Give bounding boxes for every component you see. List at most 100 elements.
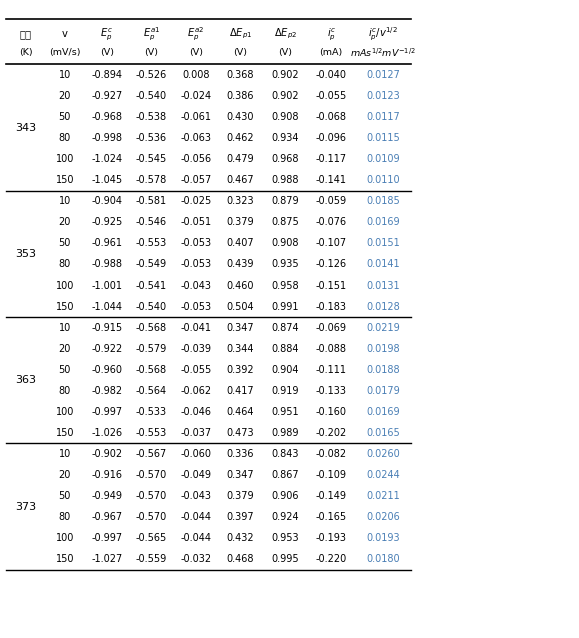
Text: 0.875: 0.875 [272,218,299,227]
Text: (V): (V) [278,48,292,57]
Text: 0.0193: 0.0193 [366,533,400,543]
Text: 10: 10 [58,70,71,80]
Text: -0.915: -0.915 [91,323,122,332]
Text: -0.069: -0.069 [316,323,347,332]
Text: -0.536: -0.536 [136,133,167,143]
Text: -0.044: -0.044 [181,533,211,543]
Text: 50: 50 [58,365,71,375]
Text: 0.991: 0.991 [272,302,299,311]
Text: -0.997: -0.997 [91,533,122,543]
Text: 0.479: 0.479 [227,154,254,164]
Text: -0.053: -0.053 [181,302,211,311]
Text: -0.053: -0.053 [181,260,211,269]
Text: 0.958: 0.958 [272,281,299,290]
Text: 0.0211: 0.0211 [366,491,400,501]
Text: $i_p^c$: $i_p^c$ [327,26,336,42]
Text: -0.541: -0.541 [136,281,167,290]
Text: 0.008: 0.008 [182,70,210,80]
Text: -0.193: -0.193 [316,533,347,543]
Text: -0.549: -0.549 [136,260,167,269]
Text: 80: 80 [58,133,71,143]
Text: $mAs^{1/2}mV^{-1/2}$: $mAs^{1/2}mV^{-1/2}$ [350,47,416,59]
Text: -0.041: -0.041 [181,323,211,332]
Text: 0.0219: 0.0219 [366,323,400,332]
Text: 100: 100 [56,154,74,164]
Text: 0.0117: 0.0117 [366,112,400,122]
Text: -0.183: -0.183 [316,302,347,311]
Text: -1.026: -1.026 [91,428,122,438]
Text: -0.998: -0.998 [91,133,122,143]
Text: -1.027: -1.027 [91,554,122,564]
Text: (V): (V) [100,48,114,57]
Text: 0.934: 0.934 [272,133,299,143]
Text: -0.553: -0.553 [136,239,167,248]
Text: -0.032: -0.032 [181,554,211,564]
Text: 0.0179: 0.0179 [366,386,400,396]
Text: 150: 150 [56,554,74,564]
Text: -0.570: -0.570 [136,470,167,480]
Text: -0.538: -0.538 [136,112,167,122]
Text: 0.0115: 0.0115 [366,133,400,143]
Text: 0.0188: 0.0188 [366,365,400,375]
Text: -0.564: -0.564 [136,386,167,396]
Text: -1.044: -1.044 [91,302,122,311]
Text: -0.540: -0.540 [136,302,167,311]
Text: (V): (V) [144,48,159,57]
Text: -0.922: -0.922 [91,344,122,353]
Text: 0.347: 0.347 [227,323,254,332]
Text: -0.109: -0.109 [316,470,347,480]
Text: -0.916: -0.916 [91,470,122,480]
Text: -1.024: -1.024 [91,154,122,164]
Text: 0.473: 0.473 [227,428,254,438]
Text: -0.526: -0.526 [136,70,167,80]
Text: -0.894: -0.894 [91,70,122,80]
Text: -0.043: -0.043 [181,281,211,290]
Text: 0.879: 0.879 [272,197,299,206]
Text: $i_p^c/v^{1/2}$: $i_p^c/v^{1/2}$ [368,25,398,43]
Text: -0.149: -0.149 [316,491,347,501]
Text: 0.951: 0.951 [272,407,299,417]
Text: -0.967: -0.967 [91,512,122,522]
Text: -0.141: -0.141 [316,175,347,185]
Text: -0.111: -0.111 [316,365,347,375]
Text: 0.0127: 0.0127 [366,70,400,80]
Text: -0.043: -0.043 [181,491,211,501]
Text: 0.902: 0.902 [272,91,299,101]
Text: 0.336: 0.336 [227,449,254,459]
Text: -0.076: -0.076 [316,218,347,227]
Text: -0.049: -0.049 [181,470,211,480]
Text: 20: 20 [58,470,71,480]
Text: -0.533: -0.533 [136,407,167,417]
Text: -0.056: -0.056 [181,154,211,164]
Text: -0.997: -0.997 [91,407,122,417]
Text: (mA): (mA) [320,48,343,57]
Text: 0.417: 0.417 [227,386,254,396]
Text: -0.063: -0.063 [181,133,211,143]
Text: -0.982: -0.982 [91,386,122,396]
Text: 0.468: 0.468 [227,554,254,564]
Text: 0.368: 0.368 [227,70,254,80]
Text: -0.570: -0.570 [136,491,167,501]
Text: 0.867: 0.867 [272,470,299,480]
Text: -0.220: -0.220 [316,554,347,564]
Text: 0.988: 0.988 [272,175,299,185]
Text: 20: 20 [58,344,71,353]
Text: -0.565: -0.565 [136,533,167,543]
Text: 0.953: 0.953 [272,533,299,543]
Text: -0.546: -0.546 [136,218,167,227]
Text: -0.961: -0.961 [91,239,122,248]
Text: 0.0141: 0.0141 [366,260,400,269]
Text: 온도: 온도 [20,29,31,39]
Text: -0.160: -0.160 [316,407,347,417]
Text: -0.151: -0.151 [316,281,347,290]
Text: 0.0260: 0.0260 [366,449,400,459]
Text: 0.902: 0.902 [272,70,299,80]
Text: 0.0169: 0.0169 [366,218,400,227]
Text: 0.935: 0.935 [272,260,299,269]
Text: 0.0110: 0.0110 [366,175,400,185]
Text: 0.919: 0.919 [272,386,299,396]
Text: 0.430: 0.430 [227,112,254,122]
Text: (V): (V) [233,48,248,57]
Text: 150: 150 [56,175,74,185]
Text: $\Delta E_{p2}$: $\Delta E_{p2}$ [273,27,297,41]
